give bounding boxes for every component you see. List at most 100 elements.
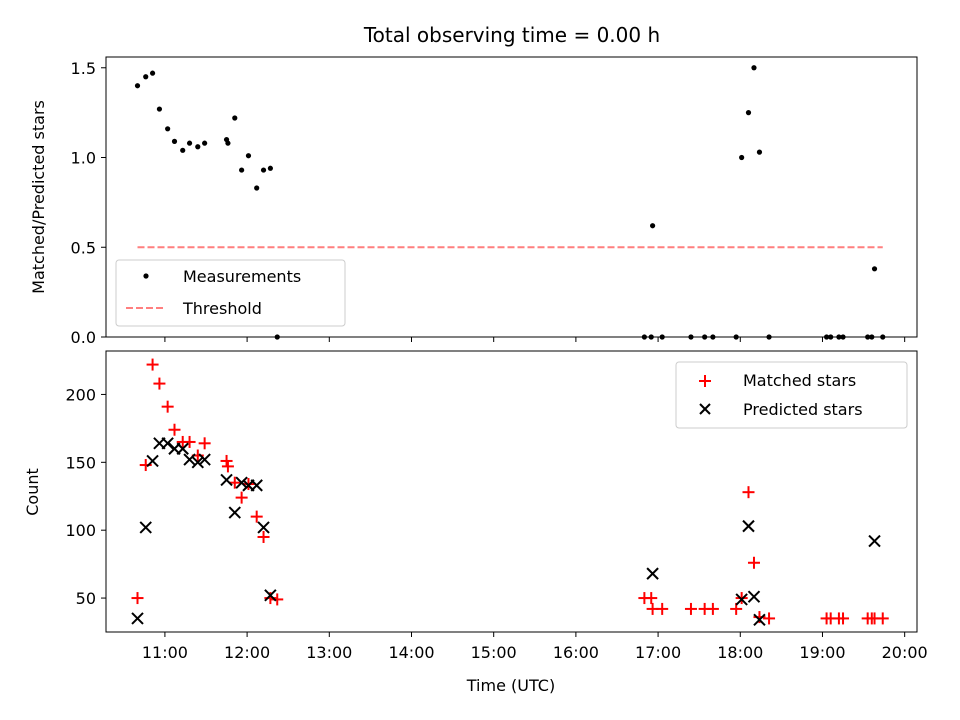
legend-measurements-label: Measurements — [183, 267, 301, 286]
matched-star-point — [837, 612, 850, 625]
measurement-point — [245, 153, 252, 159]
predicted-star-point — [646, 567, 659, 580]
measurement-point — [156, 106, 163, 112]
predicted-star-point — [250, 479, 263, 492]
bottom-x-tick-label: 13:00 — [306, 643, 352, 662]
measurement-point — [171, 138, 178, 144]
bottom-panel: 11:00 12:00 13:00 14:00 15:00 16:00 17:00 18:00… — [65, 358, 928, 662]
measurement-point — [254, 185, 260, 191]
measurement-point — [195, 144, 201, 150]
matched-star-point — [706, 602, 719, 615]
measurement-point — [751, 65, 757, 71]
predicted-star-point — [220, 473, 233, 487]
legend-matched-label: Matched stars — [743, 371, 856, 390]
matched-star-point — [876, 612, 889, 625]
matched-star-point — [742, 486, 755, 499]
measurement-point — [756, 149, 763, 155]
predicted-star-point — [191, 456, 204, 469]
top-y-tick-label: 0.5 — [71, 238, 96, 257]
predicted-star-point — [235, 476, 248, 489]
matched-star-point — [146, 358, 159, 371]
measurement-point — [134, 83, 141, 89]
top-y-axis-label: Matched/Predicted stars — [29, 100, 48, 294]
top-legend: Measurements Threshold — [115, 259, 346, 327]
legend-threshold-label: Threshold — [182, 299, 262, 318]
top-y-tick-label: 1.0 — [71, 149, 96, 168]
bottom-x-tick-label: 16:00 — [553, 643, 599, 662]
predicted-star-point — [868, 534, 881, 548]
bottom-x-tick-label: 18:00 — [717, 643, 763, 662]
measurement-point — [149, 70, 156, 76]
measurement-point — [267, 165, 273, 171]
measurement-point — [165, 126, 171, 132]
measurement-point — [650, 223, 656, 229]
bottom-x-tick-label: 11:00 — [142, 643, 188, 662]
top-chart-title: Total observing time = 0.00 h — [363, 23, 660, 47]
matched-star-point — [153, 377, 166, 390]
legend-predicted-label: Predicted stars — [743, 400, 863, 419]
predicted-star-point — [146, 454, 159, 468]
measurement-point — [239, 167, 245, 173]
bottom-legend: Matched stars Predicted stars — [675, 361, 908, 429]
legend-predicted-marker — [699, 403, 711, 415]
bottom-legend-frame — [675, 361, 908, 429]
predicted-star-point — [747, 590, 761, 603]
matched-star-point — [684, 602, 697, 615]
measurement-point — [180, 147, 186, 153]
top-y-tick-label: 0.0 — [71, 328, 96, 347]
bottom-y-axis-label: Count — [23, 468, 42, 516]
matched-star-point — [221, 460, 234, 473]
predicted-star-point — [257, 521, 270, 534]
bottom-axes-frame — [105, 350, 918, 633]
bottom-x-tick-label: 17:00 — [635, 643, 681, 662]
matched-star-point — [250, 510, 263, 523]
predicted-star-point — [735, 593, 748, 606]
measurement-point — [186, 140, 193, 146]
matched-star-point — [656, 602, 669, 615]
bottom-y-tick-label: 100 — [65, 521, 96, 540]
predicted-star-point — [753, 613, 766, 626]
legend-matched-marker — [699, 375, 711, 387]
top-panel: 0.0 0.5 1.0 1.5 — [71, 59, 906, 347]
predicted-star-point — [139, 521, 152, 534]
matched-star-point — [168, 423, 181, 436]
matched-star-point — [131, 592, 144, 605]
matched-star-point — [763, 612, 776, 625]
bottom-y-tick-label: 150 — [65, 453, 96, 472]
matched-star-point — [257, 530, 270, 543]
bottom-x-tick-label: 15:00 — [471, 643, 517, 662]
predicted-star-point — [183, 453, 196, 466]
legend-measurements-marker — [143, 273, 149, 279]
bottom-x-tick-label: 12:00 — [224, 643, 270, 662]
bottom-x-tick-label: 19:00 — [799, 643, 845, 662]
predicted-star-point — [264, 589, 277, 602]
predicted-star-point — [228, 506, 241, 519]
measurement-point — [260, 167, 267, 173]
matched-star-point — [183, 435, 196, 448]
bottom-x-tick-label: 14:00 — [388, 643, 434, 662]
measurement-point — [745, 110, 752, 116]
predicted-star-point — [161, 437, 174, 450]
matched-star-point — [220, 454, 233, 467]
measurement-point — [143, 74, 149, 80]
predicted-star-point — [131, 612, 144, 625]
bottom-x-tick-label: 20:00 — [882, 643, 928, 662]
predicted-star-point — [742, 519, 755, 533]
matched-star-point — [198, 437, 211, 450]
matched-star-point — [645, 592, 658, 605]
top-axes-frame — [105, 56, 918, 338]
predicted-star-point — [176, 442, 189, 455]
bottom-y-tick-label: 50 — [76, 589, 96, 608]
predicted-star-point — [198, 453, 211, 466]
bottom-y-tick-label: 200 — [65, 385, 96, 404]
top-legend-frame — [115, 259, 346, 327]
measurement-point — [225, 140, 231, 146]
measurement-point — [871, 266, 878, 272]
matched-star-point — [235, 491, 248, 504]
bottom-x-axis-label: Time (UTC) — [466, 676, 555, 695]
matched-star-point — [747, 556, 760, 569]
measurement-point — [739, 154, 745, 161]
measurement-point — [232, 115, 238, 121]
matched-star-point — [228, 476, 241, 489]
